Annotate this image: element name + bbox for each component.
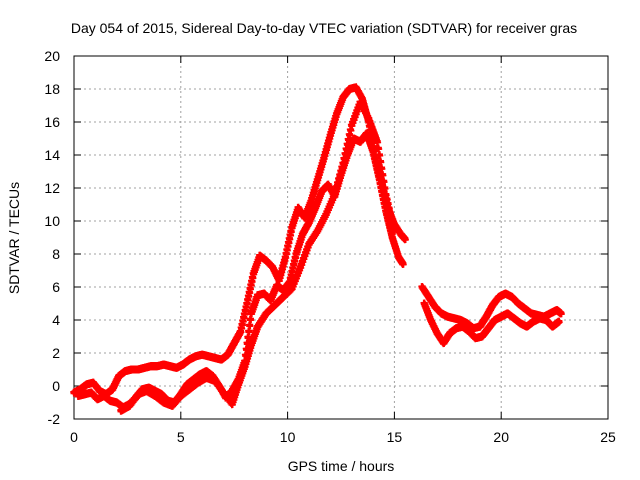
x-axis-tick-labels: 0 5 10 15 20 25	[70, 429, 616, 445]
chart-title: Day 054 of 2015, Sidereal Day-to-day VTE…	[71, 20, 577, 36]
y-tick-label: 16	[44, 114, 60, 130]
y-tick-label: 14	[44, 147, 60, 163]
x-tick-label: 0	[70, 429, 78, 445]
x-tick-label: 20	[493, 429, 509, 445]
y-axis-tick-labels: -2 0 2 4 6 8 10 12 14 16 18 20	[44, 48, 60, 427]
y-tick-label: 2	[52, 345, 60, 361]
x-tick-label: 10	[280, 429, 296, 445]
x-tick-label: 25	[600, 429, 616, 445]
axis-ticks	[73, 55, 609, 420]
y-tick-label: 8	[52, 246, 60, 262]
y-tick-label: 4	[52, 312, 60, 328]
y-tick-label: 10	[44, 213, 60, 229]
series-track-a	[70, 83, 409, 399]
x-tick-label: 5	[177, 429, 185, 445]
y-tick-label: 6	[52, 279, 60, 295]
y-tick-label: -2	[48, 411, 61, 427]
y-tick-label: 12	[44, 180, 60, 196]
y-tick-label: 20	[44, 48, 60, 64]
data-points	[70, 83, 565, 415]
x-tick-label: 15	[387, 429, 403, 445]
y-tick-label: 18	[44, 81, 60, 97]
y-tick-label: 0	[52, 378, 60, 394]
plot-frame	[73, 55, 609, 420]
